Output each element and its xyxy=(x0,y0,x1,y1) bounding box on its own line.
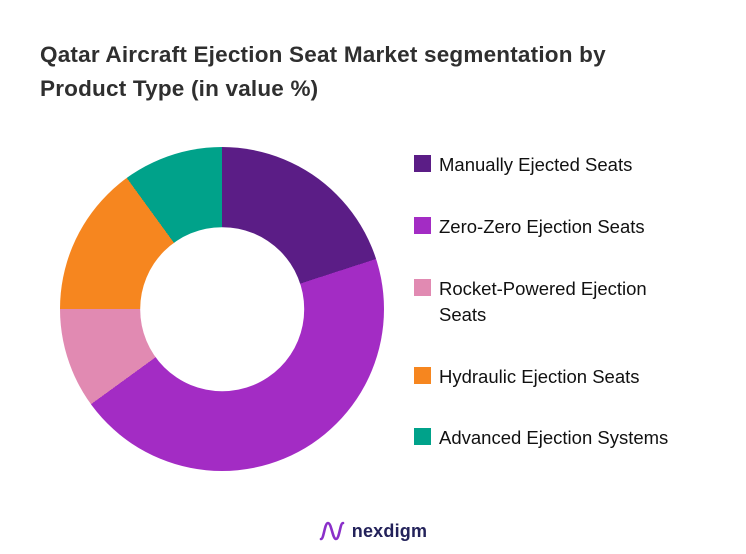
chart-legend: Manually Ejected Seats Zero-Zero Ejectio… xyxy=(414,152,734,451)
donut-chart-area xyxy=(60,147,384,471)
logo-text: nexdigm xyxy=(351,520,428,541)
legend-swatch-icon xyxy=(414,366,431,384)
legend-item-hydraulic: Hydraulic Ejection Seats xyxy=(414,364,734,390)
legend-swatch-icon xyxy=(414,428,431,446)
legend-label: Rocket-Powered Ejection Seats xyxy=(439,277,647,325)
donut-hole xyxy=(140,227,304,391)
chart-title: Qatar Aircraft Ejection Seat Market segm… xyxy=(40,42,606,101)
legend-item-manually-ejected: Manually Ejected Seats xyxy=(414,152,734,178)
legend-swatch-icon xyxy=(414,155,431,172)
legend-swatch-icon xyxy=(414,216,431,234)
legend-label: Manually Ejected Seats xyxy=(439,154,633,175)
nexdigm-logo: nexdigm xyxy=(0,520,746,542)
legend-label: Advanced Ejection Systems xyxy=(439,427,669,449)
legend-label: Zero-Zero Ejection Seats xyxy=(439,215,645,237)
legend-label: Hydraulic Ejection Seats xyxy=(439,365,640,387)
wave-n-icon xyxy=(319,520,345,542)
legend-item-rocket-powered: Rocket-Powered Ejection Seats xyxy=(414,276,734,328)
legend-swatch-icon xyxy=(414,278,431,296)
legend-item-zero-zero: Zero-Zero Ejection Seats xyxy=(414,214,734,240)
legend-item-advanced: Advanced Ejection Systems xyxy=(414,425,734,451)
